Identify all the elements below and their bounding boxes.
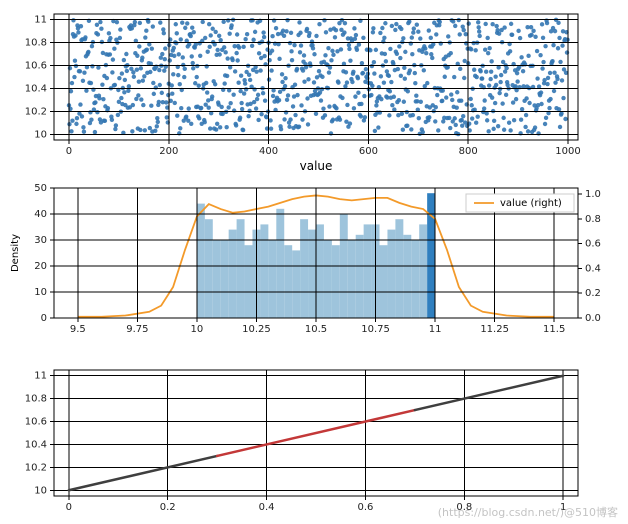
hist-bar [268, 240, 276, 318]
svg-text:20: 20 [34, 261, 47, 272]
svg-text:11.5: 11.5 [543, 324, 565, 335]
svg-text:10: 10 [191, 324, 204, 335]
figure: 020040060080010001010.210.410.610.811val… [0, 0, 628, 524]
hist-bar [356, 235, 364, 318]
hist-bar [411, 240, 419, 318]
svg-text:10.75: 10.75 [361, 324, 390, 335]
svg-text:0.2: 0.2 [585, 288, 601, 299]
svg-text:0.8: 0.8 [585, 214, 601, 225]
svg-text:10: 10 [34, 485, 47, 496]
hist-bar [284, 245, 292, 318]
hist-bar [308, 230, 316, 318]
svg-text:10.4: 10.4 [25, 83, 47, 94]
svg-text:0: 0 [66, 146, 72, 157]
hist-bar [260, 224, 268, 318]
svg-text:10: 10 [34, 287, 47, 298]
hist-bar [245, 245, 253, 318]
svg-text:200: 200 [159, 146, 178, 157]
hist-bar [380, 245, 388, 318]
svg-text:10.2: 10.2 [25, 462, 47, 473]
svg-text:400: 400 [259, 146, 278, 157]
svg-text:1.0: 1.0 [585, 189, 601, 200]
hist-bar [300, 219, 308, 318]
hist-bar [205, 219, 213, 318]
hist-bar [276, 209, 284, 318]
watermark: (https://blog.csdn.net/)@510博客 [438, 505, 618, 519]
svg-text:9.5: 9.5 [70, 324, 86, 335]
svg-text:10.5: 10.5 [305, 324, 327, 335]
svg-text:11.25: 11.25 [480, 324, 509, 335]
hist-ylabel: Density [10, 234, 21, 272]
hist-bar [292, 250, 300, 318]
svg-text:0.0: 0.0 [585, 313, 601, 324]
svg-text:10.4: 10.4 [25, 439, 47, 450]
svg-text:10.2: 10.2 [25, 106, 47, 117]
svg-text:0.6: 0.6 [357, 502, 373, 513]
svg-text:0.2: 0.2 [160, 502, 176, 513]
svg-text:11: 11 [429, 324, 442, 335]
svg-text:30: 30 [34, 235, 47, 246]
svg-text:10.25: 10.25 [242, 324, 271, 335]
hist-bar [403, 235, 411, 318]
svg-text:1000: 1000 [555, 146, 580, 157]
qq-plot [69, 376, 563, 491]
legend-label: value (right) [500, 198, 562, 209]
svg-text:10.6: 10.6 [25, 417, 47, 428]
svg-text:10.6: 10.6 [25, 61, 47, 72]
svg-text:0.4: 0.4 [585, 263, 601, 274]
hist-bar [229, 230, 237, 318]
svg-text:11: 11 [34, 15, 47, 26]
hist-bar [324, 240, 332, 318]
hist-bar [427, 193, 435, 318]
svg-text:40: 40 [34, 209, 47, 220]
svg-text:50: 50 [34, 183, 47, 194]
svg-text:9.75: 9.75 [126, 324, 148, 335]
hist-bar [364, 224, 372, 318]
svg-text:0: 0 [41, 313, 47, 324]
hist-bar [237, 219, 245, 318]
svg-text:10.8: 10.8 [25, 394, 47, 405]
scatter-plot [67, 18, 570, 137]
hist-bar [348, 240, 356, 318]
svg-text:0.6: 0.6 [585, 239, 601, 250]
svg-text:0.4: 0.4 [259, 502, 275, 513]
hist-bar [221, 240, 229, 318]
svg-text:10.8: 10.8 [25, 38, 47, 49]
hist-bar [316, 224, 324, 318]
svg-text:11: 11 [34, 371, 47, 382]
hist-bar [213, 240, 221, 318]
hist-bar [332, 245, 340, 318]
svg-text:600: 600 [359, 146, 378, 157]
scatter-title: value [300, 159, 333, 173]
hist-bar [387, 230, 395, 318]
hist-bar [419, 224, 427, 318]
svg-text:800: 800 [459, 146, 478, 157]
svg-text:0: 0 [66, 502, 72, 513]
hist-bar [395, 219, 403, 318]
hist-bar [197, 204, 205, 318]
hist-legend: value (right) [466, 194, 574, 212]
svg-text:10: 10 [34, 129, 47, 140]
